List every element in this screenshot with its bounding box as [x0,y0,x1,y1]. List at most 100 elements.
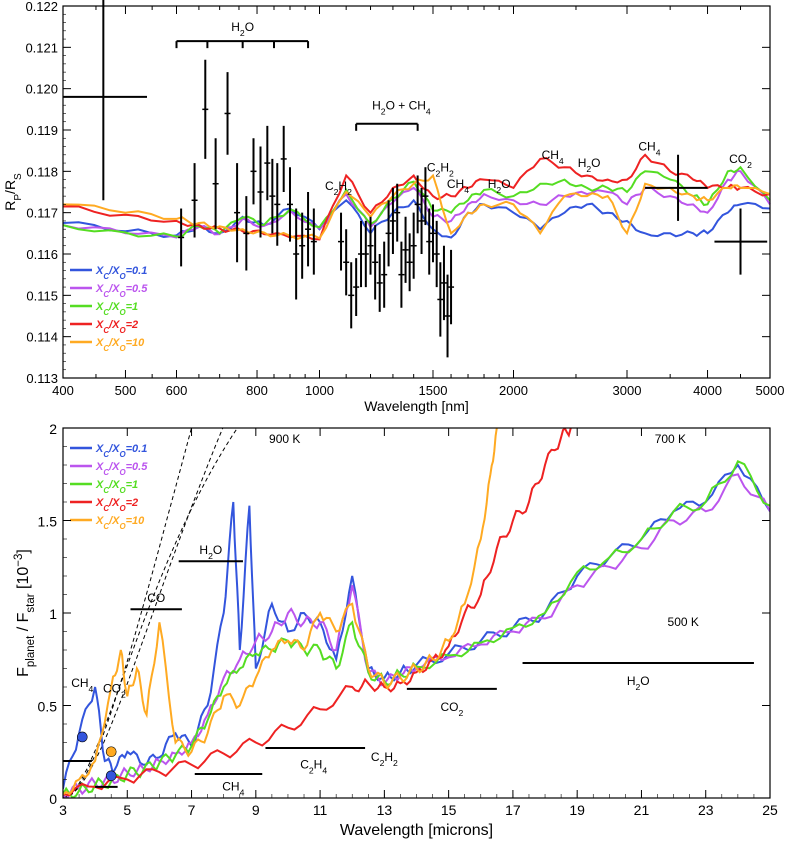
text-part: CH [542,148,559,162]
text-part: =2 [126,319,139,331]
x-tick-label: 17 [505,802,521,818]
text-part: 2 [380,758,385,768]
text-part: /X [108,301,120,313]
text-part: X [95,461,104,473]
text-part: /R [2,180,18,194]
text-part: 2 [449,168,454,178]
text-part: O [501,177,510,191]
text-part: /X [108,319,120,331]
text-part: 2 [121,690,126,700]
text-part: CO [103,682,121,696]
text-part: C [103,468,109,477]
text-part: star [25,593,37,612]
text-part: CO [440,700,458,714]
legend-label: XC/XO=2 [95,497,138,513]
text-part: 2 [636,682,641,692]
text-part: 4 [89,684,94,694]
x-tick-label: 1500 [419,383,448,398]
y-tick-label: 0.117 [26,206,58,221]
text-part: C [103,486,109,495]
text-part: /X [108,497,120,509]
text-part: =0.1 [126,443,148,455]
text-part: planet [25,635,37,667]
text-part: F [15,667,32,677]
band-label: CO2 [440,700,463,718]
text-part: 2 [381,106,386,116]
text-part: P [13,194,24,201]
emission-series-line-4 [63,428,498,796]
text-part: H [231,20,240,34]
text-part: CO [729,152,747,166]
x-tick-label: 7 [188,802,196,818]
emission-series-line-0 [63,463,770,789]
text-part: ] [15,549,32,553]
text-part: /X [108,443,120,455]
text-part: C [427,160,436,174]
molecule-label: C2H2 [325,179,352,197]
x-tick-label: 5 [123,802,131,818]
y-tick-label: 0 [49,791,57,807]
y-tick-label: 0.122 [25,0,58,14]
legend-label: XC/XO=10 [95,515,145,531]
text-part: C [103,290,109,299]
text-part: /X [108,283,120,295]
text-part: H [627,674,636,688]
molecule-label: CH4 [638,140,660,158]
text-part: 4 [656,148,661,158]
text-part: O [640,674,649,688]
text-part: H [199,543,208,557]
text-part: 2 [309,765,314,775]
transmission-series-line-2 [62,165,771,238]
text-part: C [103,504,109,513]
x-tick-label: 19 [569,802,585,818]
text-part: X [95,319,104,331]
transmission-frame [62,5,771,379]
text-part: C [103,450,109,459]
text-part: C [103,326,109,335]
y-tick-label: 0.119 [26,123,58,138]
y-axis-label: Fplanet / Fstar [10−3] [13,549,37,677]
text-part: C [371,750,380,764]
text-part: CH [638,140,655,154]
text-part: O [119,308,126,317]
text-part: =1 [126,301,139,313]
text-part: O [119,326,126,335]
text-part: H [578,156,587,170]
text-part: 2 [747,160,752,170]
x-tick-label: 9 [252,802,260,818]
x-tick-label: 400 [52,383,74,398]
x-tick-label: 800 [246,383,268,398]
text-part: H [372,98,381,112]
y-tick-label: 0.115 [26,288,58,303]
band-label: H2O [627,674,650,692]
text-part: O [119,290,126,299]
y-tick-label: 0.116 [26,247,58,262]
text-part: O [119,486,126,495]
x-tick-label: 25 [762,802,778,818]
x-tick-label: 4000 [693,383,722,398]
band-label: C2H2 [371,750,398,768]
text-part: CH [447,177,464,191]
molecule-label: H2O [231,20,254,38]
text-part: CH [222,780,239,794]
y-tick-label: 0.120 [25,82,58,97]
text-part: =10 [126,337,146,349]
y-tick-label: 0.121 [25,40,58,55]
emission-series-line-3 [63,428,572,797]
text-part: O [119,504,126,513]
y-tick-label: 1.5 [38,514,58,530]
text-part: /X [108,337,120,349]
y-tick-label: 0.114 [26,330,58,345]
emission-frame [62,427,771,799]
blackbody-label: 500 K [668,615,699,629]
text-part: X [95,301,104,313]
text-part: =10 [126,515,146,527]
x-tick-label: 2000 [499,383,528,398]
text-part: =0.1 [126,265,148,277]
text-part: −3 [13,554,25,567]
y-tick-label: 2 [49,421,57,437]
molecule-label: CH4 [447,177,469,195]
legend-label: XC/XO=1 [95,301,138,317]
legend-label: XC/XO=10 [95,337,145,353]
band-label: CO2 [103,682,126,700]
